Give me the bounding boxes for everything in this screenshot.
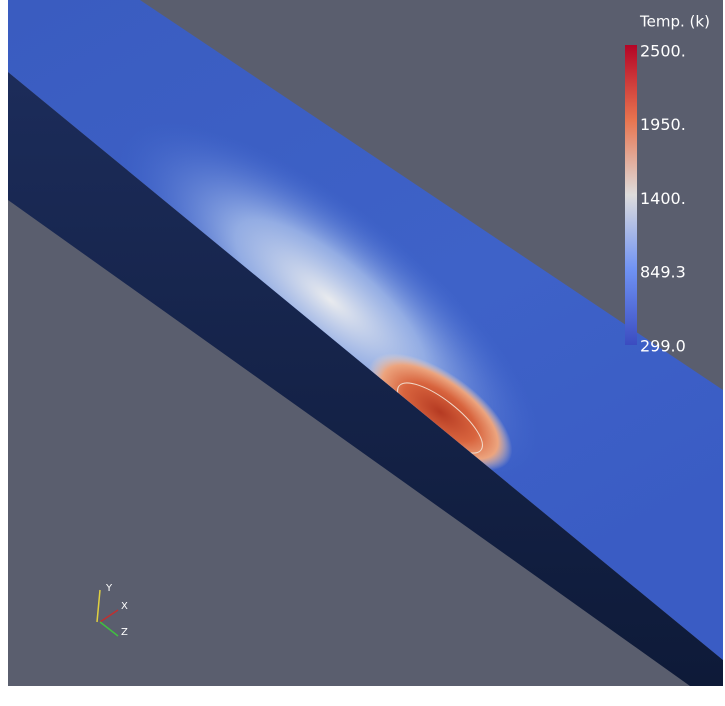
- page: Temp. (k) Y X Z 2500. 1950. 1400. 849.3 299.…: [0, 0, 725, 706]
- colorbar-title: Temp. (k): [639, 13, 710, 31]
- axis-label: X: [121, 601, 128, 612]
- axis-label: Z: [121, 627, 128, 638]
- colorbar-label: 1950.: [640, 115, 686, 134]
- render-view: Temp. (k) Y X Z 2500. 1950. 1400. 849.3 299.…: [0, 0, 725, 706]
- axis-label: Y: [105, 583, 113, 594]
- colorbar-label: 1400.: [640, 189, 686, 208]
- color-bar: [625, 45, 637, 345]
- colorbar-label: 849.3: [640, 263, 686, 282]
- colorbar-label: 2500.: [640, 42, 686, 61]
- colorbar-label: 299.0: [640, 337, 686, 356]
